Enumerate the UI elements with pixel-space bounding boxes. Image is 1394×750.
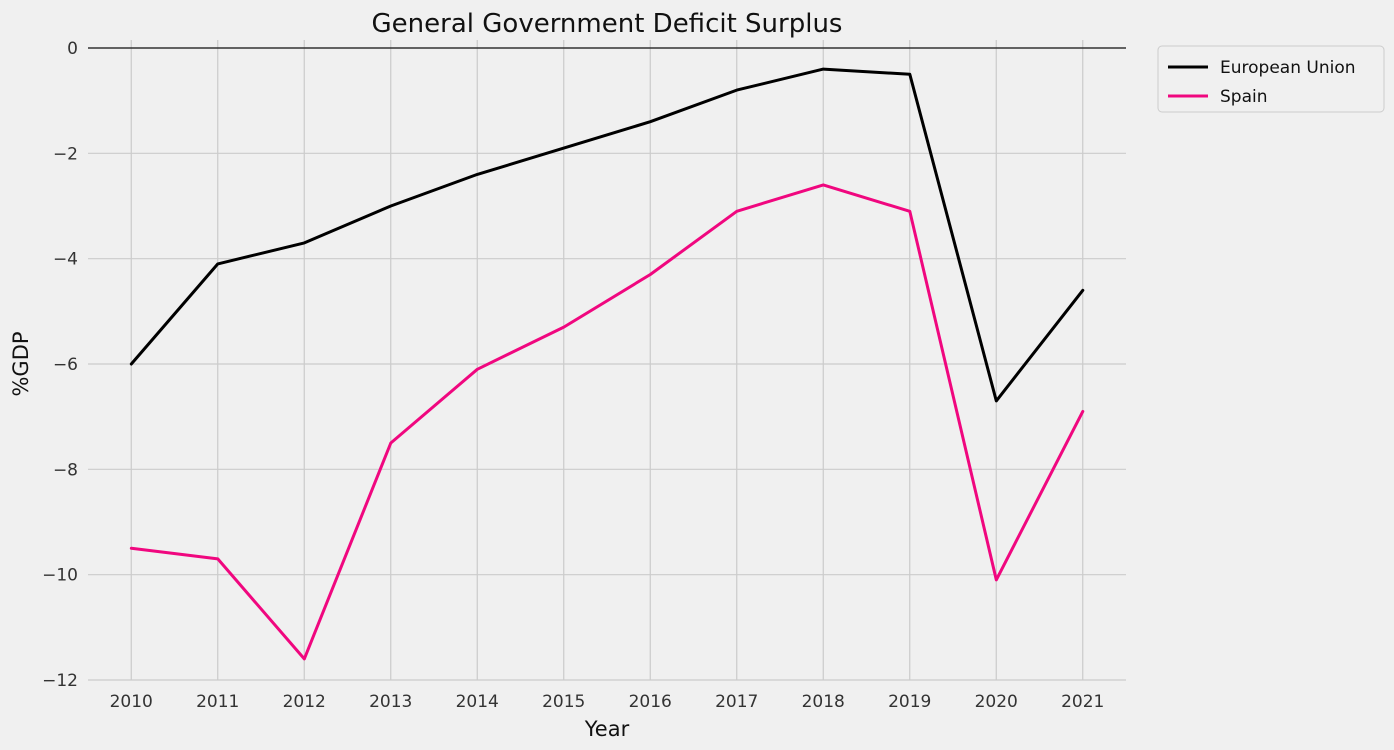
- y-axis-label: %GDP: [9, 331, 33, 396]
- y-tick-label: −12: [42, 671, 78, 691]
- x-tick-label: 2015: [542, 692, 585, 712]
- chart-title: General Government Deficit Surplus: [372, 9, 843, 39]
- legend-entry: European Union: [1220, 58, 1356, 78]
- x-tick-label: 2014: [456, 692, 499, 712]
- x-tick-label: 2017: [715, 692, 758, 712]
- y-tick-label: −6: [53, 355, 78, 375]
- x-tick-label: 2010: [110, 692, 153, 712]
- legend: European Union Spain: [1157, 45, 1385, 113]
- tick-labels: 2010 2011 2012 2013 2014 2015 2016 2017 2018 2019…: [42, 39, 1104, 712]
- x-tick-label: 2018: [802, 692, 845, 712]
- y-tick-label: −8: [53, 460, 78, 480]
- legend-entry: Spain: [1220, 87, 1268, 107]
- series-lines: [129, 67, 1085, 661]
- y-tick-label: 0: [67, 39, 78, 59]
- x-tick-label: 2016: [629, 692, 672, 712]
- y-tick-label: −4: [53, 250, 78, 270]
- y-tick-label: −10: [42, 566, 78, 586]
- y-tick-label: −2: [53, 144, 78, 164]
- series-line-0: [129, 67, 1085, 403]
- x-axis-label: Year: [584, 717, 630, 741]
- x-tick-label: 2019: [888, 692, 931, 712]
- x-tick-label: 2012: [283, 692, 326, 712]
- x-tick-label: 2020: [975, 692, 1018, 712]
- x-tick-label: 2013: [369, 692, 412, 712]
- series-line-1: [129, 183, 1085, 661]
- x-tick-label: 2021: [1061, 692, 1104, 712]
- x-tick-label: 2011: [196, 692, 239, 712]
- legend-frame: [1157, 45, 1385, 113]
